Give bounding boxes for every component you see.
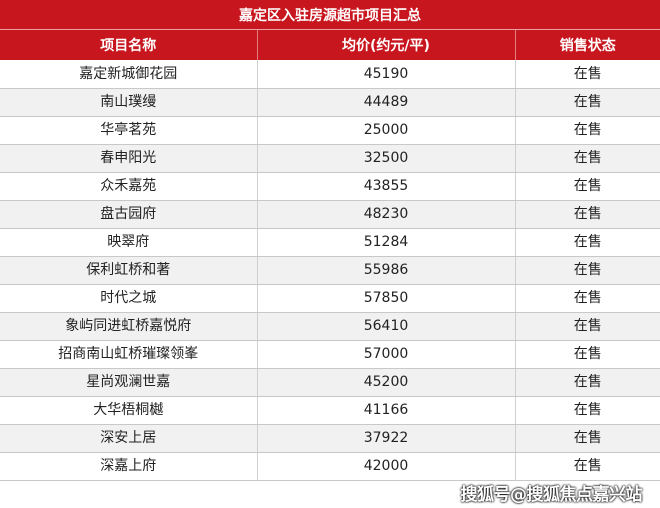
sale-status: 在售 <box>514 88 660 117</box>
project-name: 深嘉上府 <box>0 452 257 481</box>
project-name: 时代之城 <box>0 284 257 313</box>
average-price: 43855 <box>256 172 515 201</box>
table-row: 春申阳光 32500 在售 <box>0 144 660 173</box>
average-price: 45200 <box>256 368 515 397</box>
project-name: 南山璞缦 <box>0 88 257 117</box>
table-row: 保利虹桥和著 55986 在售 <box>0 256 660 285</box>
sale-status: 在售 <box>514 340 660 369</box>
project-name: 盘古园府 <box>0 200 257 229</box>
project-name: 嘉定新城御花园 <box>0 60 257 89</box>
header-row: 项目名称 均价(约元/平) 销售状态 <box>0 30 660 60</box>
watermark-bar: 搜狐号@搜狐焦点嘉兴站 <box>0 481 660 508</box>
sale-status: 在售 <box>514 60 660 89</box>
sale-status: 在售 <box>514 200 660 229</box>
project-table: 项目名称 均价(约元/平) 销售状态 嘉定新城御花园 45190 在售 南山璞缦 444… <box>0 30 660 481</box>
table-row: 映翠府 51284 在售 <box>0 228 660 257</box>
table-row: 南山璞缦 44489 在售 <box>0 88 660 117</box>
table-title: 嘉定区入驻房源超市项目汇总 <box>0 0 660 30</box>
average-price: 45190 <box>256 60 515 89</box>
average-price: 42000 <box>256 452 515 481</box>
column-header-price: 均价(约元/平) <box>256 30 515 60</box>
project-name: 映翠府 <box>0 228 257 257</box>
watermark: 搜狐号@搜狐焦点嘉兴站 <box>460 484 643 505</box>
average-price: 37922 <box>256 424 515 453</box>
table-row: 深嘉上府 42000 在售 <box>0 452 660 481</box>
sale-status: 在售 <box>514 452 660 481</box>
column-header-name: 项目名称 <box>0 30 257 60</box>
project-name: 深安上居 <box>0 424 257 453</box>
average-price: 32500 <box>256 144 515 173</box>
table-row: 华亭茗苑 25000 在售 <box>0 116 660 145</box>
sale-status: 在售 <box>514 312 660 341</box>
average-price: 51284 <box>256 228 515 257</box>
sale-status: 在售 <box>514 256 660 285</box>
sale-status: 在售 <box>514 396 660 425</box>
table-row: 时代之城 57850 在售 <box>0 284 660 313</box>
table-row: 盘古园府 48230 在售 <box>0 200 660 229</box>
table-row: 众禾嘉苑 43855 在售 <box>0 172 660 201</box>
average-price: 25000 <box>256 116 515 145</box>
average-price: 48230 <box>256 200 515 229</box>
table-row: 深安上居 37922 在售 <box>0 424 660 453</box>
average-price: 55986 <box>256 256 515 285</box>
average-price: 41166 <box>256 396 515 425</box>
sale-status: 在售 <box>514 228 660 257</box>
sale-status: 在售 <box>514 424 660 453</box>
table-row: 大华梧桐樾 41166 在售 <box>0 396 660 425</box>
table-row: 星尚观澜世嘉 45200 在售 <box>0 368 660 397</box>
average-price: 57850 <box>256 284 515 313</box>
project-name: 星尚观澜世嘉 <box>0 368 257 397</box>
project-name: 春申阳光 <box>0 144 257 173</box>
project-name: 大华梧桐樾 <box>0 396 257 425</box>
project-name: 众禾嘉苑 <box>0 172 257 201</box>
average-price: 44489 <box>256 88 515 117</box>
project-name: 华亭茗苑 <box>0 116 257 145</box>
table-row: 嘉定新城御花园 45190 在售 <box>0 60 660 89</box>
average-price: 56410 <box>256 312 515 341</box>
sale-status: 在售 <box>514 172 660 201</box>
sale-status: 在售 <box>514 116 660 145</box>
project-name: 象屿同进虹桥嘉悦府 <box>0 312 257 341</box>
table-row: 招商南山虹桥璀璨领峯 57000 在售 <box>0 340 660 369</box>
column-header-status: 销售状态 <box>514 30 660 60</box>
sale-status: 在售 <box>514 144 660 173</box>
table-row: 象屿同进虹桥嘉悦府 56410 在售 <box>0 312 660 341</box>
project-name: 保利虹桥和著 <box>0 256 257 285</box>
average-price: 57000 <box>256 340 515 369</box>
sale-status: 在售 <box>514 368 660 397</box>
sale-status: 在售 <box>514 284 660 313</box>
project-name: 招商南山虹桥璀璨领峯 <box>0 340 257 369</box>
